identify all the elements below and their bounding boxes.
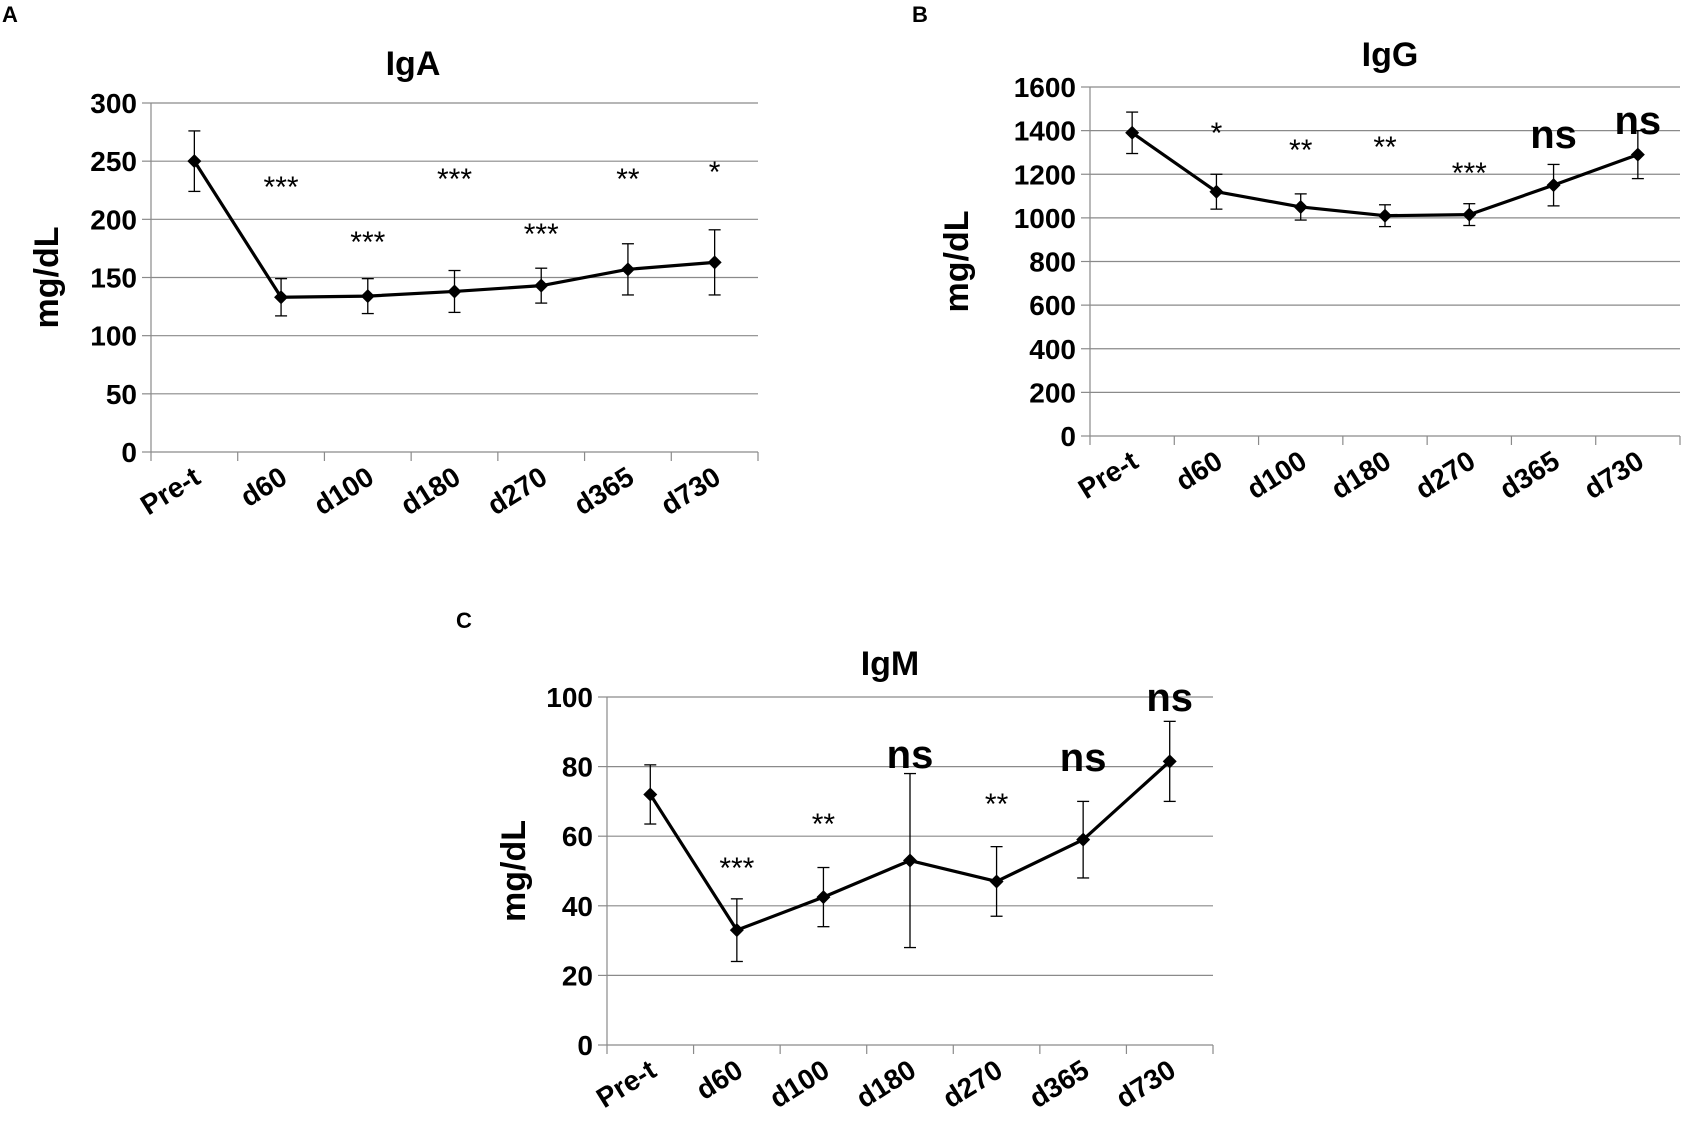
significance-label: *** <box>350 226 385 259</box>
y-tick-label: 200 <box>90 204 137 235</box>
y-tick-label: 40 <box>562 891 593 922</box>
y-tick-label: 100 <box>546 682 593 713</box>
x-tick-label: Pre-t <box>1073 445 1144 505</box>
data-point <box>1630 147 1645 162</box>
panel-label-c: C <box>456 608 472 633</box>
y-axis-label: mg/dL <box>28 227 66 329</box>
significance-label: ** <box>985 788 1009 821</box>
data-point <box>187 154 202 169</box>
chart-title: IgA <box>386 45 441 83</box>
data-point <box>643 787 658 802</box>
data-point <box>1125 125 1140 140</box>
x-tick-label: d60 <box>691 1054 748 1106</box>
y-tick-label: 80 <box>562 752 593 783</box>
significance-label: *** <box>437 163 472 196</box>
y-tick-label: 600 <box>1029 290 1076 321</box>
significance-label: ** <box>616 163 640 196</box>
significance-label: ns <box>1060 736 1107 780</box>
y-tick-label: 150 <box>90 263 137 294</box>
data-point <box>989 874 1004 889</box>
x-tick-label: d365 <box>1024 1054 1095 1114</box>
panel-label-b: B <box>912 2 928 27</box>
data-point <box>707 255 722 270</box>
chart-title: IgG <box>1362 36 1419 74</box>
x-tick-label: Pre-t <box>135 461 206 521</box>
y-tick-label: 1600 <box>1014 72 1076 103</box>
x-tick-label: d100 <box>764 1054 835 1114</box>
data-point <box>1546 178 1561 193</box>
significance-label: * <box>1211 117 1223 150</box>
y-axis-label: mg/dL <box>938 211 976 313</box>
data-point <box>620 262 635 277</box>
x-tick-label: d180 <box>851 1054 922 1114</box>
y-tick-label: 800 <box>1029 247 1076 278</box>
data-point <box>1293 199 1308 214</box>
panel-label-a: A <box>2 2 18 27</box>
significance-label: ns <box>1530 113 1577 157</box>
chart-a: 0 50 100 150 200 250 300 Pre-t d60 d100 d180 d270 d3… <box>28 45 759 521</box>
x-tick-label: d100 <box>1241 445 1312 505</box>
x-tick-label: d60 <box>1170 445 1227 497</box>
chart-b: 0 200 400 600 800 1000 1200 1400 1600 Pre-t d60 d10… <box>938 36 1681 505</box>
significance-label: * <box>709 156 721 189</box>
chart-title: IgM <box>861 645 920 683</box>
y-tick-label: 0 <box>1060 421 1076 452</box>
y-tick-label: 200 <box>1029 377 1076 408</box>
x-tick-label: d270 <box>482 461 553 521</box>
y-tick-label: 0 <box>577 1030 593 1061</box>
y-tick-label: 20 <box>562 960 593 991</box>
y-axis-label: mg/dL <box>495 820 533 922</box>
data-point <box>447 284 462 299</box>
data-point <box>816 890 831 905</box>
data-point <box>729 923 744 938</box>
y-tick-label: 0 <box>121 437 137 468</box>
x-tick-label: d180 <box>395 461 466 521</box>
y-tick-label: 1000 <box>1014 203 1076 234</box>
x-tick-label: d270 <box>1410 445 1481 505</box>
x-tick-label: d60 <box>235 461 292 513</box>
y-tick-label: 300 <box>90 88 137 119</box>
significance-label: ns <box>1615 99 1662 143</box>
y-tick-label: 50 <box>106 379 137 410</box>
significance-label: ns <box>887 733 934 777</box>
data-point <box>1209 184 1224 199</box>
y-tick-label: 60 <box>562 821 593 852</box>
data-point <box>1076 832 1091 847</box>
data-point <box>903 853 917 868</box>
y-tick-label: 1200 <box>1014 159 1076 190</box>
data-point <box>360 289 375 304</box>
y-tick-label: 250 <box>90 146 137 177</box>
significance-label: *** <box>719 852 754 885</box>
x-tick-label: d365 <box>569 461 640 521</box>
x-tick-label: d730 <box>655 461 726 521</box>
y-tick-label: 100 <box>90 321 137 352</box>
significance-label: ** <box>1289 134 1313 167</box>
significance-label: *** <box>1452 157 1487 190</box>
x-tick-label: d180 <box>1326 445 1397 505</box>
x-tick-label: d100 <box>308 461 379 521</box>
data-point <box>1378 208 1392 223</box>
x-tick-label: d270 <box>937 1054 1008 1114</box>
x-tick-label: d730 <box>1578 445 1649 505</box>
y-tick-label: 1400 <box>1014 116 1076 147</box>
significance-label: ** <box>1373 131 1397 164</box>
data-point <box>274 290 289 305</box>
data-point <box>1462 207 1477 222</box>
significance-label: ** <box>812 808 836 841</box>
x-tick-label: Pre-t <box>591 1054 662 1114</box>
chart-c: 0 20 40 60 80 100 Pre-t d60 d100 d180 d270 d365 d730… <box>495 645 1214 1114</box>
x-tick-label: d365 <box>1494 445 1565 505</box>
y-tick-label: 400 <box>1029 334 1076 365</box>
significance-label: ns <box>1146 676 1193 720</box>
x-tick-label: d730 <box>1110 1054 1181 1114</box>
significance-label: *** <box>524 218 559 251</box>
significance-label: *** <box>264 171 299 204</box>
data-point <box>1162 754 1177 769</box>
data-point <box>534 278 549 293</box>
